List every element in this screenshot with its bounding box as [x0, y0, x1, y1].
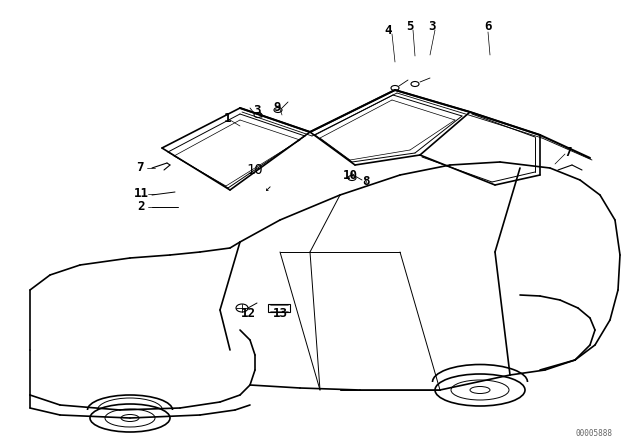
Text: 4: 4	[384, 23, 392, 36]
Text: 7: 7	[136, 160, 144, 173]
Text: 3: 3	[428, 20, 436, 33]
Text: 7: 7	[564, 146, 572, 159]
Text: 12: 12	[241, 306, 255, 319]
Text: 5: 5	[406, 20, 413, 33]
Text: 3: 3	[253, 103, 260, 116]
Text: 2: 2	[137, 199, 145, 212]
Text: 1: 1	[224, 112, 232, 125]
Text: 13: 13	[273, 306, 287, 319]
Text: 10: 10	[246, 163, 264, 177]
Text: 8: 8	[362, 175, 370, 188]
Text: ↙: ↙	[264, 183, 271, 193]
Bar	[268, 304, 290, 312]
Text: 00005888: 00005888	[575, 429, 612, 438]
Text: 11: 11	[134, 186, 148, 199]
Text: 10: 10	[342, 168, 358, 181]
Text: 9: 9	[273, 100, 281, 113]
Text: 6: 6	[484, 20, 492, 33]
